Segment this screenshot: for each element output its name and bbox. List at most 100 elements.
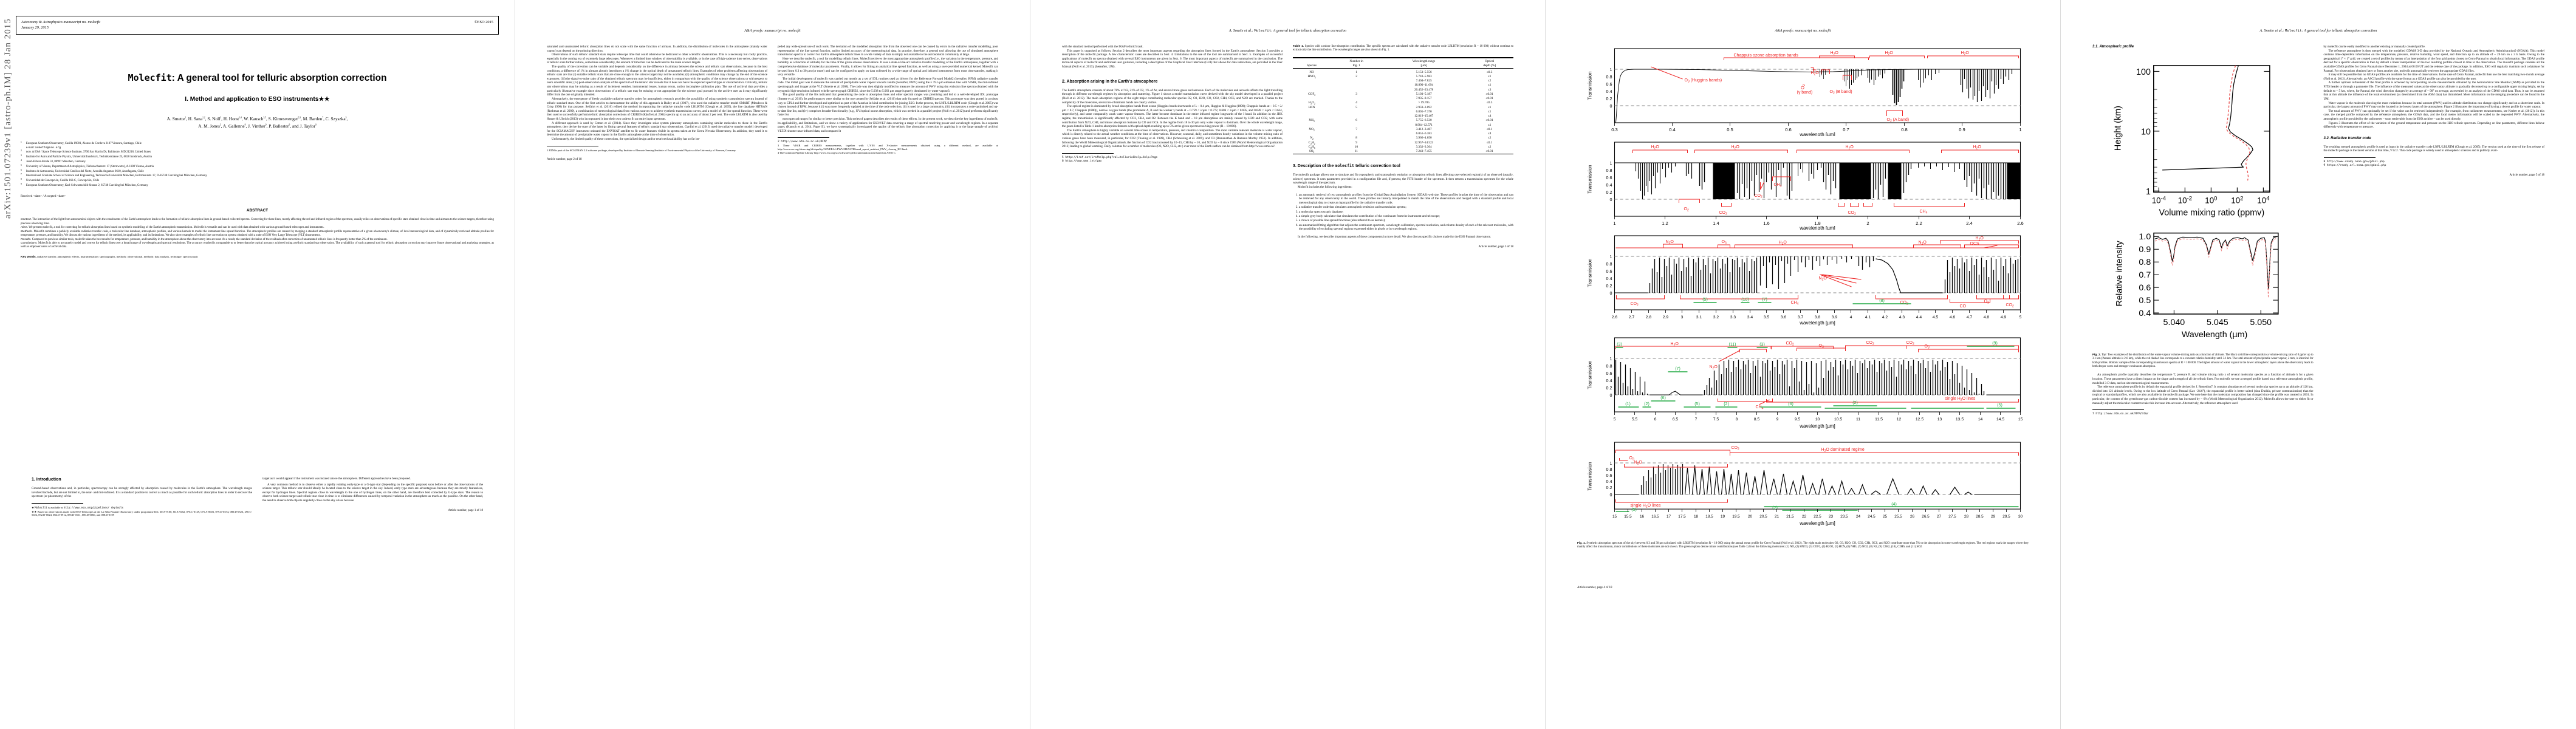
abstract-methods: Molecfit combines a publicly available r… bbox=[21, 230, 494, 238]
svg-text:N2O: N2O bbox=[1919, 241, 1927, 246]
svg-text:CO2: CO2 bbox=[1719, 211, 1728, 216]
table-row: C2H6 10 3.332–3.364 ≤2 bbox=[1293, 145, 1513, 149]
svg-text:(1): (1) bbox=[1625, 402, 1631, 406]
x-axis-major-ticks bbox=[2158, 187, 2264, 193]
svg-text:0: 0 bbox=[1610, 392, 1612, 398]
svg-text:(2): (2) bbox=[1724, 402, 1729, 406]
svg-text:2.8: 2.8 bbox=[1646, 315, 1652, 320]
annotation-brackets-red bbox=[1615, 240, 2019, 303]
paragraph: The reference atmosphere is then merged … bbox=[2323, 49, 2545, 73]
svg-text:9: 9 bbox=[1776, 417, 1779, 422]
svg-text:1: 1 bbox=[1610, 460, 1612, 466]
svg-text:H2O: H2O bbox=[1846, 145, 1854, 151]
svg-text:H2O dominated regime: H2O dominated regime bbox=[1821, 448, 1865, 453]
svg-text:0.2: 0.2 bbox=[1606, 283, 1612, 289]
y-axis-label: Relative intensity bbox=[2114, 240, 2124, 306]
svg-text:(9): (9) bbox=[1992, 341, 1998, 346]
svg-text:CO2: CO2 bbox=[1631, 302, 1639, 307]
paragraph: The resulting merged atmospheric profile… bbox=[2323, 145, 2545, 153]
paragraph: Figures 3 illustrates the effect of the … bbox=[2323, 121, 2545, 129]
transmission-curve bbox=[1615, 69, 2021, 123]
svg-text:(7): (7) bbox=[1762, 298, 1767, 302]
svg-text:20: 20 bbox=[1748, 515, 1753, 519]
svg-text:14.5: 14.5 bbox=[1996, 417, 2004, 422]
svg-text:H2O: H2O bbox=[1973, 145, 1982, 151]
svg-text:25: 25 bbox=[1883, 515, 1888, 519]
svg-text:3.7: 3.7 bbox=[1798, 315, 1804, 320]
svg-text:1: 1 bbox=[1610, 254, 1612, 259]
page-3: A. Smette et al.: Molecfit: A general to… bbox=[1030, 0, 1546, 729]
annotation-green-ranges bbox=[1615, 506, 2019, 512]
svg-text:8.5: 8.5 bbox=[1754, 417, 1760, 422]
author-list: A. Smette1, H. Sana1,2, S. Noll3, H. Hor… bbox=[166, 115, 348, 129]
svg-text:CO2: CO2 bbox=[1906, 341, 1915, 346]
species-cell: NH3 bbox=[1309, 118, 1315, 123]
svg-text:CO2: CO2 bbox=[1755, 194, 1763, 199]
svg-text:0.9: 0.9 bbox=[2139, 245, 2151, 255]
svg-text:(2): (2) bbox=[1644, 402, 1649, 406]
footnote-rule bbox=[32, 502, 83, 504]
y-axis-ticks: 100 10 1 bbox=[2136, 67, 2151, 197]
received-line: Received <date> / Accepted <date> bbox=[21, 194, 66, 199]
species-cell: SO2 bbox=[1309, 149, 1315, 154]
abstract-results-label: Results. bbox=[21, 238, 32, 241]
svg-text:single H2O lines: single H2O lines bbox=[1631, 504, 1661, 509]
svg-text:18: 18 bbox=[1694, 515, 1699, 519]
annotation-green-ranges bbox=[1615, 346, 2016, 409]
paragraph: The Earth's atmosphere consists of about… bbox=[1062, 88, 1283, 104]
running-head: A. Smette et al.: Molecfit: A general to… bbox=[2259, 29, 2377, 33]
page-title: Molecfit: A general tool for telluric ab… bbox=[24, 72, 490, 84]
paragraph: This paper is organised as follows. Sect… bbox=[1062, 49, 1283, 69]
paragraph: In the following, we describe important … bbox=[1298, 235, 1492, 239]
svg-text:4.8: 4.8 bbox=[1984, 315, 1990, 320]
svg-text:3.9: 3.9 bbox=[1832, 315, 1838, 320]
footnote-rule bbox=[1062, 152, 1114, 154]
svg-text:3.4: 3.4 bbox=[1747, 315, 1753, 320]
paragraph: saturated and unsaturared telluric absor… bbox=[547, 45, 767, 53]
fig2-top-plot: 100 10 1 10-4 10-2 100 102 104 Height (km)… bbox=[2113, 64, 2270, 217]
svg-text:1.6: 1.6 bbox=[1763, 221, 1770, 226]
paragraph: Unfortunately, the limited quality of th… bbox=[552, 137, 701, 142]
svg-text:(6): (6) bbox=[1660, 396, 1666, 400]
svg-text:(2): (2) bbox=[1772, 506, 1778, 510]
footnote-rule bbox=[778, 137, 829, 139]
svg-text:0.4: 0.4 bbox=[1669, 127, 1676, 132]
svg-text:12.5: 12.5 bbox=[1916, 417, 1923, 422]
running-head: A&A proofs: manuscript no. molecfit bbox=[1775, 29, 1831, 33]
column-right: by molecfit can be easily modified to an… bbox=[2323, 45, 2545, 416]
svg-text:CO2: CO2 bbox=[2006, 303, 2015, 309]
x-axis-ticks: 5.040 5.045 5.050 bbox=[2163, 318, 2272, 327]
svg-text:0.2: 0.2 bbox=[1606, 190, 1612, 195]
list-item: a simple grey-body calculator that simul… bbox=[1299, 214, 1513, 219]
svg-text:0: 0 bbox=[1610, 492, 1612, 498]
svg-text:4.3: 4.3 bbox=[1899, 315, 1905, 320]
affiliation-item: 1 European Southern Observatory, Casilla … bbox=[21, 140, 142, 145]
th-depth: Optical depth [%] bbox=[1483, 60, 1496, 67]
svg-text:4.2: 4.2 bbox=[1882, 315, 1888, 320]
svg-text:15: 15 bbox=[1612, 515, 1617, 519]
svg-text:30: 30 bbox=[2018, 515, 2023, 519]
annotation-green-ranges bbox=[1693, 302, 1911, 304]
table-row: 6.801–7.370 ≤1 bbox=[1416, 109, 1492, 114]
paragraph: target as it would appear if the instrum… bbox=[262, 477, 411, 481]
page-5-columns: 3.1. Atmospheric profile bbox=[2092, 45, 2544, 416]
svg-text:(8): (8) bbox=[1879, 299, 1885, 303]
y-axis-label: Transmission bbox=[1588, 258, 1593, 287]
species-cell: C2H2 bbox=[1308, 140, 1315, 145]
svg-text:5.040: 5.040 bbox=[2163, 318, 2185, 327]
svg-text:9.5: 9.5 bbox=[1795, 417, 1801, 422]
svg-text:O3: O3 bbox=[1722, 240, 1727, 245]
species-cell: C2H6 bbox=[1308, 145, 1315, 149]
fig1-panel-3: N2O O3 H2O N2O H2O OCS N2O CO2 CH4 CO2 C… bbox=[1588, 235, 2022, 326]
journal-header: Astronomy & Astrophysics manuscript no. … bbox=[16, 16, 499, 35]
svg-text:0.8: 0.8 bbox=[2139, 258, 2151, 267]
x-axis-label: wavelength [µm] bbox=[1799, 320, 1835, 326]
svg-text:24.5: 24.5 bbox=[1868, 515, 1875, 519]
title-rest: : A general tool for telluric absorption… bbox=[171, 72, 387, 83]
svg-text:0.4: 0.4 bbox=[1606, 479, 1612, 484]
list-item: a radiative transfer code that simulates… bbox=[1299, 205, 1513, 210]
section-heading-3-1: 3.1. Atmospheric profile bbox=[2092, 45, 2134, 49]
y-axis-label: Transmission bbox=[1588, 462, 1593, 490]
svg-text:0.4: 0.4 bbox=[1606, 276, 1612, 281]
